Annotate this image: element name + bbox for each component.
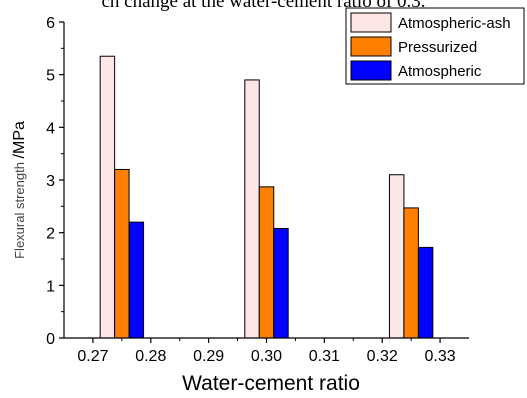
axes: 0 1 2 3 4 5 6 0.27 0.28 0.29 0.30 0.31 0.32 0.33	[46, 15, 469, 365]
x-tick-label-0.30: 0.30	[251, 348, 282, 365]
y-tick-label-1: 1	[46, 278, 55, 295]
y-tick-label-5: 5	[46, 68, 55, 85]
caption-fragment: ch change at the water-cement ratio of 0…	[101, 0, 426, 12]
bar-atmospheric-ash-0	[99, 55, 116, 339]
legend-label-0: Atmospheric-ash	[398, 15, 511, 32]
legend: Atmospheric-ash Pressurized Atmospheric	[345, 7, 525, 85]
y-tick-label-4: 4	[46, 120, 55, 137]
y-tick-label-3: 3	[46, 173, 55, 190]
bar-atmospheric-ash-2	[388, 174, 405, 339]
bar-pressurized-1	[258, 186, 275, 339]
x-tick-label-0.33: 0.33	[425, 348, 456, 365]
bar-pressurized-0	[114, 168, 130, 339]
x-axis-label: Water-cement ratio	[182, 372, 360, 395]
y-axis-label: Flexural strength /MPa	[11, 121, 28, 259]
x-tick-label-0.28: 0.28	[135, 348, 166, 365]
y-tick-label-2: 2	[46, 226, 55, 243]
bar-atmospheric-0	[128, 221, 145, 339]
legend-swatch-2	[350, 60, 392, 81]
bar-atmospheric-1	[273, 227, 289, 339]
bar-atmospheric-ash-1	[244, 79, 260, 339]
legend-label-2: Atmospheric	[398, 63, 482, 80]
x-tick-label-0.29: 0.29	[193, 348, 224, 365]
bar-pressurized-2	[403, 207, 419, 339]
y-tick-label-6: 6	[46, 15, 55, 32]
x-tick-label-0.27: 0.27	[77, 348, 108, 365]
bar-atmospheric-2	[417, 246, 434, 339]
x-tick-label-0.32: 0.32	[367, 348, 398, 365]
y-tick-label-0: 0	[46, 331, 55, 348]
legend-swatch-0	[350, 12, 392, 33]
legend-label-1: Pressurized	[398, 39, 477, 56]
plot-area	[99, 55, 434, 339]
legend-swatch-1	[350, 36, 392, 57]
x-tick-label-0.31: 0.31	[309, 348, 340, 365]
